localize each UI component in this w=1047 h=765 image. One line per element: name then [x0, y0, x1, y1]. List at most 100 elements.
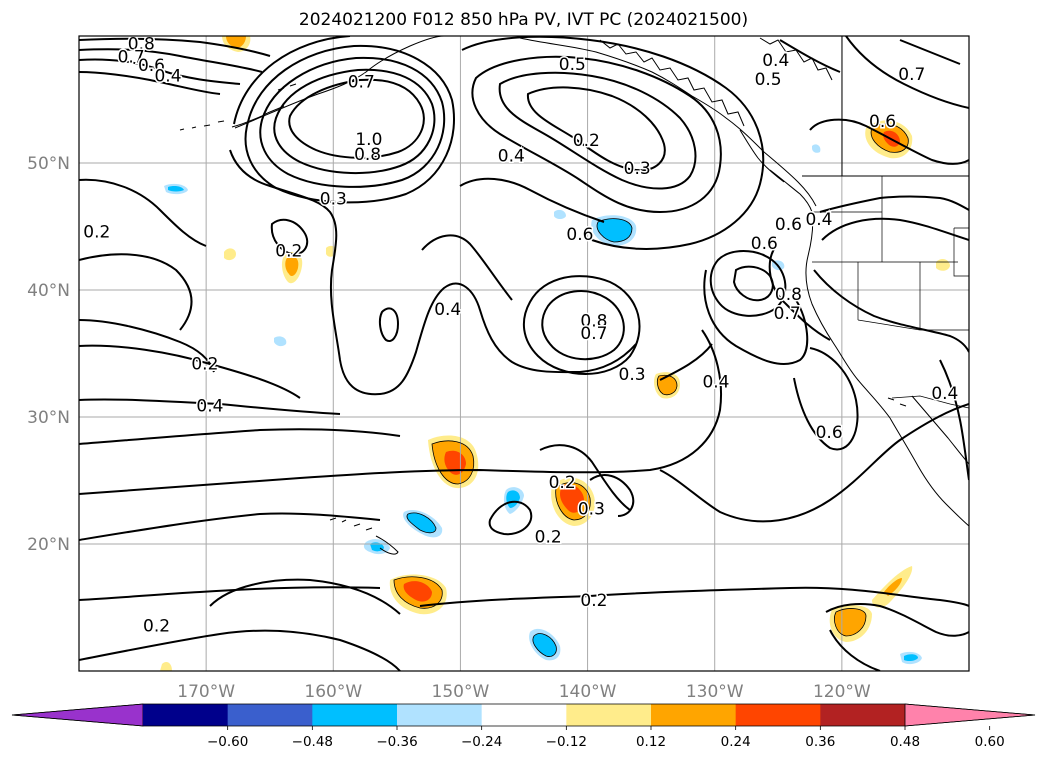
colorbar-tick-label: 0.12 [636, 734, 666, 750]
gulf-of-alaska-coast [519, 37, 817, 207]
contour-label: 0.2 [275, 242, 302, 262]
contour-line [461, 36, 765, 250]
contour-line [79, 398, 341, 415]
contour-label: 0.5 [755, 70, 782, 90]
contour-line [79, 71, 221, 95]
contour-line [79, 253, 193, 331]
contour-label: 0.6 [138, 56, 165, 76]
latitude-tick-label: 30°N [27, 408, 70, 428]
contour-label: 0.6 [869, 112, 896, 132]
contour-label: 0.4 [762, 51, 789, 71]
contour-line [273, 68, 436, 175]
ivt-pc-shading-negative [164, 144, 922, 665]
ivt-contour-line [870, 123, 909, 153]
contour-label: 0.7 [118, 47, 145, 67]
contour-label: 0.3 [578, 499, 605, 519]
contour-label: 0.7 [898, 65, 925, 85]
contour-label: 0.6 [775, 215, 802, 235]
contour-line [378, 307, 400, 342]
contour-line [522, 275, 641, 375]
contour-label: 0.4 [154, 66, 181, 86]
contour-line [209, 578, 401, 615]
contour-label: 0.4 [931, 384, 958, 404]
colorbar-tick-label: 0.60 [975, 734, 1005, 750]
contour-line [939, 359, 969, 481]
contour-line [845, 36, 969, 109]
ivt-pc-contours [393, 123, 909, 657]
colorbar-swatch [735, 704, 821, 726]
contour-line [825, 603, 969, 637]
contour-line [709, 250, 787, 317]
contour-line [79, 329, 723, 495]
latitude-tick-label: 40°N [27, 281, 70, 301]
contour-line [471, 55, 722, 214]
map-title: 2024021200 F012 850 hPa PV, IVT PC (2024… [298, 10, 749, 30]
contour-line [288, 78, 425, 159]
contour-line [488, 500, 533, 536]
state-boundaries [812, 176, 969, 331]
colorbar-swatch [481, 704, 567, 726]
contour-line [899, 39, 961, 65]
colorbar-swatch [651, 704, 737, 726]
contour-label: 0.6 [751, 234, 778, 254]
colorbar-swatch [227, 704, 313, 726]
latitude-labels: 50°N 40°N 30°N 20°N [27, 154, 70, 555]
contour-label: 0.3 [320, 190, 347, 210]
ivt-contour-line [656, 374, 678, 396]
contour-line [589, 474, 635, 517]
pv-contours [79, 36, 969, 671]
contour-line [79, 586, 381, 601]
contour-line [539, 444, 631, 511]
contour-label: 0.4 [498, 146, 525, 166]
contour-label: 0.7 [580, 324, 607, 344]
contour-line [829, 629, 881, 671]
contour-line [498, 71, 697, 190]
contour-line [79, 629, 401, 671]
contour-line [459, 177, 605, 223]
contour-label: 0.7 [348, 73, 375, 93]
ivt-contour-line [555, 482, 591, 521]
contour-label: 0.4 [434, 300, 461, 320]
contour-label: 0.4 [702, 372, 729, 392]
contour-line [270, 218, 309, 256]
shading-blob-warm [160, 662, 172, 671]
ivt-contour-line [596, 218, 633, 243]
contour-line [79, 37, 271, 57]
contour-line [79, 319, 215, 373]
bc-islands-coast [739, 129, 813, 213]
contour-label: 0.2 [83, 223, 110, 243]
shading-blob-warm [428, 435, 479, 489]
contour-line [79, 58, 241, 85]
longitude-tick-label: 120°W [813, 682, 871, 702]
contour-line [793, 347, 859, 451]
contour-line [79, 512, 381, 541]
latitude-tick-label: 50°N [27, 154, 70, 174]
contour-label: 0.6 [816, 423, 843, 443]
contour-line [526, 86, 666, 172]
longitude-labels: 170°W 160°W 150°W 140°W 130°W 120°W [177, 682, 871, 702]
contour-label: 0.2 [580, 591, 607, 611]
contour-line [809, 118, 969, 165]
contour-line [659, 343, 713, 381]
contour-label: 0.3 [619, 365, 646, 385]
alaska-peninsula-coast [231, 105, 285, 128]
contour-line [421, 234, 513, 301]
contour-label: 0.2 [143, 616, 170, 636]
bc-coast-detail [599, 39, 745, 127]
alaska-peninsula-coast [234, 36, 445, 129]
shading-blob-warm [551, 477, 595, 526]
longitude-tick-label: 140°W [559, 682, 617, 702]
longitude-tick-label: 130°W [686, 682, 744, 702]
colorbar-tick-label: 0.48 [890, 734, 920, 750]
map-background [79, 36, 969, 671]
longitude-tick-label: 150°W [432, 682, 490, 702]
shading-blob-cool [591, 215, 637, 246]
contour-line [229, 149, 637, 396]
contour-label: 0.8 [580, 311, 607, 331]
contour-line [259, 56, 446, 188]
contour-line [821, 217, 969, 241]
colorbar-extend-max [904, 703, 1036, 727]
contour-label: 0.6 [566, 225, 593, 245]
colorbar: −0.60 −0.48 −0.36 −0.24 −0.12 0.12 0.24 0.36 0.4… [11, 703, 1036, 750]
